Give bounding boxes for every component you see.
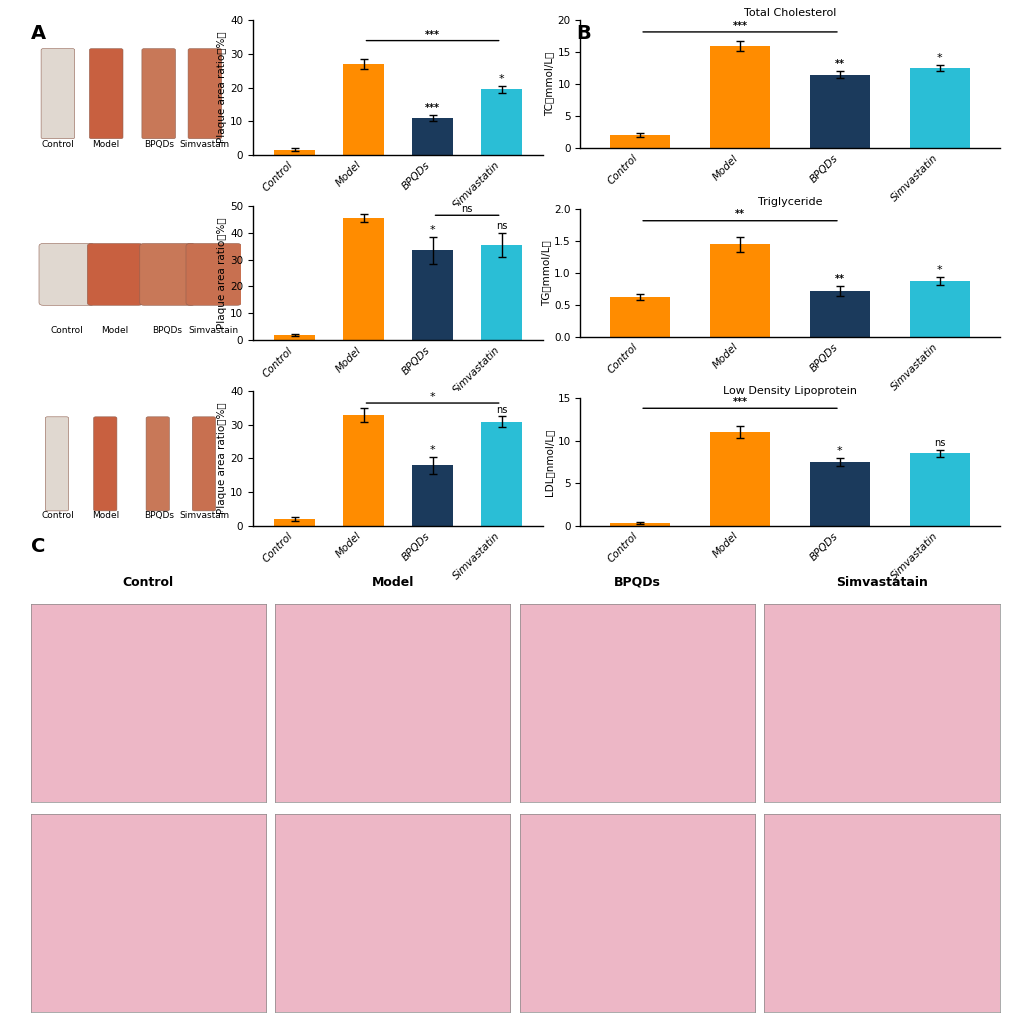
FancyBboxPatch shape — [88, 243, 143, 306]
Text: Model: Model — [371, 575, 414, 589]
Text: Simvastain: Simvastain — [179, 511, 229, 520]
Text: Model: Model — [93, 511, 119, 520]
Y-axis label: Plaque area ratio（%）: Plaque area ratio（%） — [217, 218, 227, 329]
Text: Control: Control — [50, 326, 83, 335]
Text: Control: Control — [42, 140, 74, 149]
FancyBboxPatch shape — [45, 417, 68, 511]
Text: ns: ns — [461, 204, 473, 215]
FancyBboxPatch shape — [39, 243, 95, 306]
Text: ***: *** — [425, 30, 439, 40]
Text: *: * — [837, 446, 842, 456]
Text: Simvastatain: Simvastatain — [836, 575, 927, 589]
Bar — [412, 118, 452, 154]
Bar — [609, 523, 669, 525]
Text: C: C — [31, 537, 45, 556]
Text: BPQDs: BPQDs — [144, 140, 173, 149]
Text: *: * — [936, 53, 942, 63]
FancyBboxPatch shape — [94, 417, 117, 511]
Text: BPQDs: BPQDs — [144, 511, 173, 520]
Text: *: * — [498, 75, 504, 84]
Y-axis label: Plaque area ratio（%）: Plaque area ratio（%） — [217, 32, 227, 143]
Bar — [342, 218, 384, 340]
Y-axis label: TC（mmol/L）: TC（mmol/L） — [544, 52, 554, 117]
Title: Low Density Lipoprotein: Low Density Lipoprotein — [722, 386, 856, 396]
FancyBboxPatch shape — [185, 243, 242, 306]
Bar — [809, 462, 869, 525]
Title: Total Cholesterol: Total Cholesterol — [743, 8, 836, 18]
Bar — [480, 89, 522, 154]
Bar — [909, 454, 969, 525]
Text: ***: *** — [425, 103, 439, 113]
Text: ns: ns — [495, 405, 506, 415]
Bar — [273, 519, 315, 525]
Bar — [412, 250, 452, 340]
Bar — [709, 432, 769, 525]
Bar — [609, 135, 669, 148]
Bar — [342, 415, 384, 525]
Text: ns: ns — [933, 438, 945, 449]
FancyBboxPatch shape — [187, 49, 221, 139]
FancyBboxPatch shape — [140, 243, 195, 306]
Text: Control: Control — [122, 575, 173, 589]
Y-axis label: LDL（nmol/L）: LDL（nmol/L） — [544, 428, 554, 496]
Bar — [809, 75, 869, 148]
Text: *: * — [429, 446, 435, 455]
Y-axis label: Plaque area ratio（%）: Plaque area ratio（%） — [217, 403, 227, 514]
Bar — [709, 46, 769, 148]
Bar — [412, 465, 452, 525]
Text: Simvastain: Simvastain — [179, 140, 229, 149]
Text: **: ** — [735, 210, 744, 220]
Text: **: ** — [835, 274, 844, 284]
Text: **: ** — [835, 59, 844, 68]
Text: ns: ns — [495, 222, 506, 231]
Text: ***: *** — [732, 20, 747, 31]
FancyBboxPatch shape — [193, 417, 215, 511]
FancyBboxPatch shape — [41, 49, 74, 139]
Text: *: * — [429, 226, 435, 235]
Bar — [609, 297, 669, 337]
Bar — [809, 291, 869, 337]
Text: Model: Model — [101, 326, 128, 335]
Text: *: * — [936, 265, 942, 275]
Bar — [909, 68, 969, 148]
Bar — [480, 245, 522, 340]
Text: ***: *** — [732, 397, 747, 407]
Bar — [273, 335, 315, 340]
FancyBboxPatch shape — [90, 49, 123, 139]
Title: Triglyceride: Triglyceride — [757, 197, 821, 207]
Y-axis label: TG（mmol/L）: TG（mmol/L） — [541, 240, 550, 306]
Text: B: B — [576, 24, 590, 43]
Text: *: * — [429, 392, 435, 402]
Text: A: A — [31, 24, 46, 43]
Bar — [709, 244, 769, 337]
FancyBboxPatch shape — [146, 417, 169, 511]
Text: Model: Model — [93, 140, 119, 149]
Text: Simvastain: Simvastain — [189, 326, 238, 335]
Text: BPQDs: BPQDs — [613, 575, 660, 589]
Text: BPQDs: BPQDs — [153, 326, 182, 335]
Bar — [480, 421, 522, 525]
FancyBboxPatch shape — [142, 49, 175, 139]
Bar — [273, 150, 315, 154]
Bar — [909, 281, 969, 337]
Bar — [342, 64, 384, 154]
Text: Control: Control — [42, 511, 74, 520]
